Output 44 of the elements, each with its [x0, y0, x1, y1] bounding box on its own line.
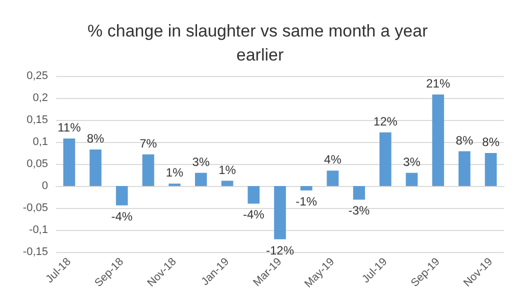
bar: [432, 94, 444, 186]
bar: [221, 180, 234, 186]
bar: [353, 186, 365, 200]
y-tick-label: 0,1: [32, 136, 48, 148]
bar: [142, 154, 154, 186]
y-tick-label: 0,05: [26, 158, 48, 170]
data-label: -1%: [296, 194, 318, 208]
bar: [484, 153, 497, 186]
data-label: 8%: [86, 132, 105, 146]
data-label: -4%: [242, 208, 265, 222]
data-label: 4%: [324, 152, 342, 167]
data-label: 11%: [58, 120, 82, 134]
bar: [300, 186, 312, 190]
bar: [90, 150, 102, 186]
bar: [63, 138, 76, 186]
chart-title: % change in slaughter vs same month a year earlier: [88, 22, 432, 64]
bar: [168, 184, 181, 186]
bar: [195, 172, 207, 186]
bar: [458, 151, 470, 186]
bar: [116, 186, 128, 206]
bar: [406, 172, 418, 186]
data-label: 1%: [166, 166, 184, 180]
bar: [326, 170, 339, 186]
y-tick-label: 0,25: [26, 70, 48, 82]
y-tick-label: -0,05: [22, 202, 48, 214]
bar: [274, 186, 286, 240]
data-label: 3%: [192, 154, 210, 169]
y-tick-label: 0,15: [26, 114, 48, 126]
data-label: 12%: [373, 114, 398, 128]
y-tick-label: 0: [42, 180, 48, 192]
data-label: -12%: [266, 243, 294, 258]
data-label: 3%: [403, 154, 421, 169]
data-label: 8%: [482, 135, 500, 150]
data-label: 7%: [140, 136, 158, 150]
data-label: 21%: [426, 76, 450, 90]
bar: [379, 132, 392, 186]
data-label: -4%: [111, 209, 133, 224]
bar: [248, 186, 260, 204]
data-label: 8%: [456, 133, 474, 148]
y-tick-label: -0,15: [22, 246, 48, 258]
y-tick-label: -0,1: [29, 224, 48, 236]
y-tick-label: 0,2: [32, 92, 48, 104]
data-label: 1%: [218, 162, 236, 177]
data-label: -3%: [348, 204, 370, 218]
